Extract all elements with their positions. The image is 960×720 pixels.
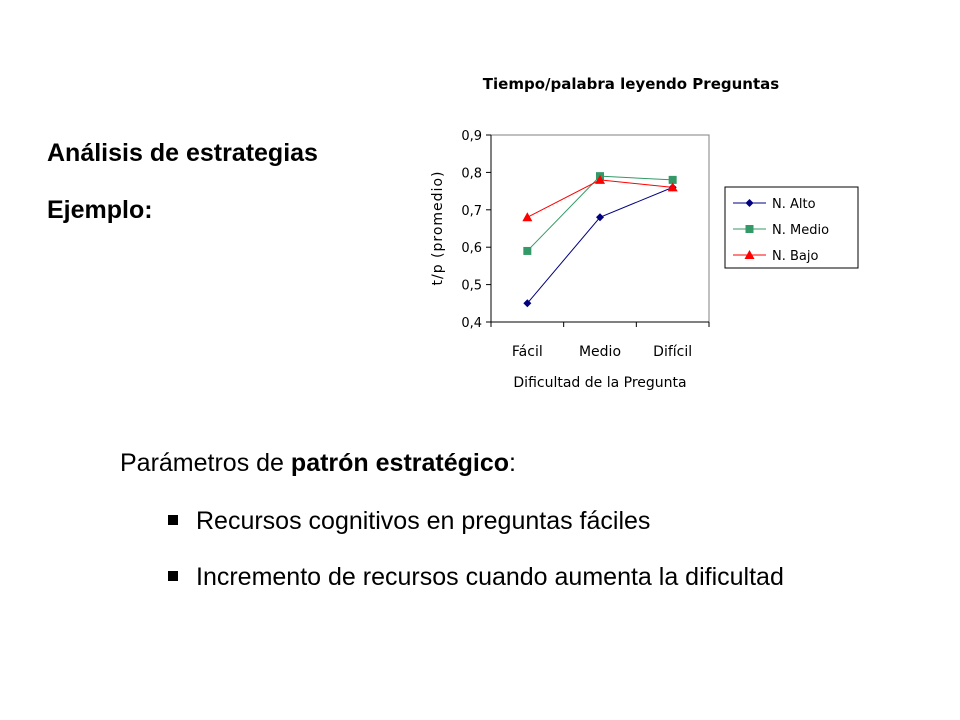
x-axis-label: Dificultad de la Pregunta [513,375,686,391]
y-tick-label: 0,6 [461,241,482,256]
line-chart: Tiempo/palabra leyendo Preguntas 0,40,50… [430,75,859,391]
y-tick-label: 0,7 [461,204,482,219]
bullet-text-2: Incremento de recursos cuando aumenta la… [196,563,784,591]
x-tick-label: Fácil [512,344,543,360]
plot-area [490,134,710,323]
params-bold: patrón estratégico [290,449,510,477]
legend-entry-1: N. Alto [733,197,816,212]
legend-label: N. Alto [772,197,816,212]
axes: 0,4 0,5 0,6 0,7 0,8 0,9 Fácil Medio Difícil [461,129,710,360]
legend-label: N. Bajo [772,249,818,264]
data-point [522,212,533,222]
legend-label: N. Medio [772,223,829,238]
legend: N. Alto N. Medio N. Bajo [724,186,859,269]
square-bullet-icon [168,571,178,582]
heading-ejemplo: Ejemplo: [47,196,153,224]
bullet-item-2: Incremento de recursos cuando aumenta la… [168,559,868,595]
chart-title: Tiempo/palabra leyendo Preguntas [483,75,779,93]
series-3 [522,174,678,222]
y-tick-label: 0,5 [461,279,482,294]
legend-marker [745,199,754,207]
data-point [596,213,604,222]
data-point [667,182,678,192]
params-prefix: Parámetros de [120,449,291,477]
data-point [595,174,605,184]
y-axis-label: t/p (promedio) [430,171,446,286]
y-tick-label: 0,9 [461,129,482,144]
square-bullet-icon [168,515,178,526]
y-tick-label: 0,8 [461,166,482,181]
bullet-text-1: Recursos cognitivos en preguntas fáciles [196,507,651,535]
x-tick-label: Difícil [653,344,692,360]
x-tick-label: Medio [579,344,621,360]
legend-entry-3: N. Bajo [733,249,818,264]
series-layer [522,172,678,308]
data-point [668,175,677,184]
params-line: Parámetros de patrón estratégico: [120,448,516,479]
legend-marker [744,250,755,259]
heading-analisis: Análisis de estrategias [47,139,318,167]
data-point [523,299,532,308]
legend-entry-2: N. Medio [733,223,829,238]
bullet-item-1: Recursos cognitivos en preguntas fáciles [168,503,868,539]
data-point [523,246,532,255]
legend-marker [745,225,754,233]
params-suffix: : [509,449,516,477]
y-tick-label: 0,4 [461,316,482,331]
